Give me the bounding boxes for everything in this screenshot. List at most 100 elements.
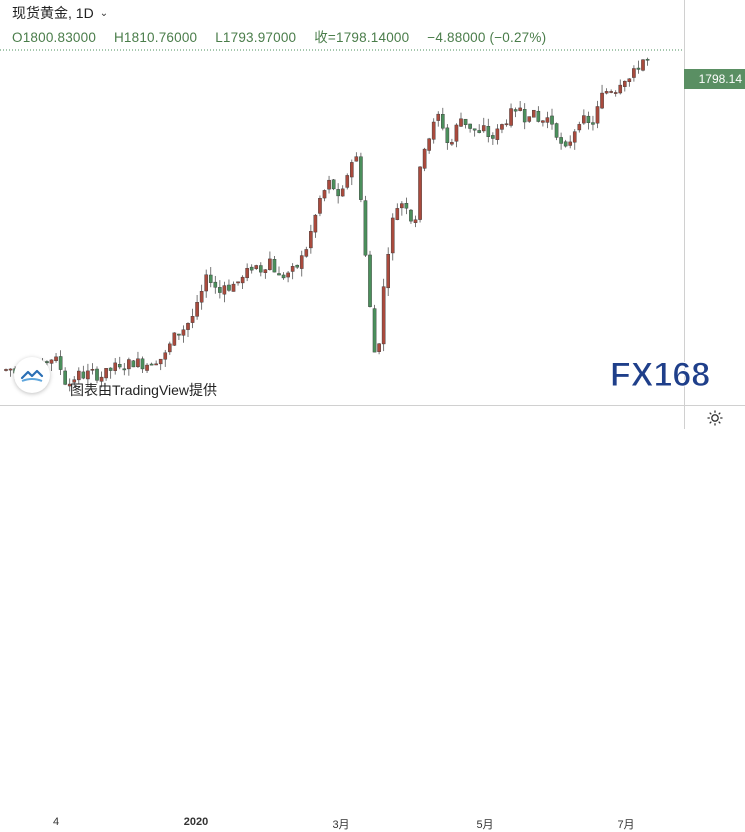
- candle-body: [309, 231, 313, 249]
- candle: [195, 294, 199, 320]
- candle-body: [186, 323, 190, 330]
- candle: [208, 267, 213, 288]
- candle-body: [299, 255, 304, 269]
- candle: [122, 362, 127, 376]
- high-value: H1810.76000: [113, 30, 198, 45]
- chevron-down-icon[interactable]: ⌄: [99, 7, 109, 19]
- candlestick-plot[interactable]: [0, 0, 684, 405]
- candle: [495, 124, 500, 145]
- candle: [500, 123, 504, 134]
- candle: [345, 173, 350, 190]
- candle-body: [218, 287, 222, 293]
- price-axis[interactable]: [684, 0, 745, 405]
- candle: [568, 135, 572, 149]
- candle: [463, 118, 468, 129]
- candle-body: [199, 291, 204, 303]
- candle-body: [554, 123, 559, 138]
- low-value: L1793.97000: [215, 30, 297, 45]
- candle: [290, 263, 295, 280]
- candle-body: [591, 122, 595, 125]
- candle-body: [336, 189, 340, 197]
- candle: [509, 103, 513, 128]
- candle-body: [8, 368, 13, 371]
- candle-body: [236, 281, 240, 284]
- candle-body: [422, 148, 427, 169]
- candle: [377, 342, 381, 355]
- fx168-logo: FX168: [610, 356, 711, 392]
- candle-body: [231, 283, 236, 292]
- candle-body: [149, 363, 154, 366]
- candle-body: [468, 123, 472, 129]
- candle-body: [249, 266, 254, 271]
- candle-body: [381, 286, 386, 345]
- candle: [527, 116, 532, 123]
- candle: [563, 139, 568, 148]
- change-value: −4.88000 (−0.27%): [427, 30, 547, 45]
- candle: [577, 121, 582, 133]
- tradingview-logo-button[interactable]: [14, 357, 50, 393]
- candle: [395, 203, 400, 221]
- settings-corner[interactable]: [684, 405, 745, 429]
- gear-icon[interactable]: [706, 409, 724, 427]
- candle: [518, 101, 522, 112]
- candle-body: [513, 109, 518, 112]
- candle: [422, 147, 427, 172]
- candle-body: [604, 91, 609, 94]
- candle: [277, 266, 281, 276]
- candle: [431, 118, 436, 144]
- candle: [477, 124, 482, 134]
- candle-body: [527, 116, 532, 122]
- svg-text:FX168: FX168: [610, 356, 710, 391]
- candle-body: [495, 128, 500, 140]
- candle: [108, 367, 113, 379]
- candle: [313, 214, 318, 238]
- close-value: 收=1798.14000: [314, 30, 410, 45]
- candle-body: [431, 121, 436, 140]
- symbol-title-text: 现货黄金, 1D: [12, 5, 94, 21]
- candle: [336, 183, 340, 204]
- candle: [158, 358, 163, 371]
- candle: [49, 359, 54, 371]
- candle-body: [222, 285, 227, 295]
- candle: [623, 80, 627, 92]
- candle: [167, 341, 172, 355]
- candle-body: [272, 259, 277, 273]
- candle-body: [136, 358, 140, 368]
- candle: [613, 90, 618, 97]
- candle-body: [63, 370, 67, 385]
- candle: [76, 367, 81, 384]
- candle-body: [113, 362, 117, 371]
- candle: [186, 322, 190, 338]
- candle: [117, 356, 122, 370]
- candle: [99, 371, 104, 388]
- chart-area[interactable]: [0, 0, 684, 405]
- candle-body: [177, 333, 181, 336]
- candle: [559, 132, 563, 150]
- candle: [459, 112, 463, 127]
- candle-body: [127, 359, 131, 370]
- candle: [491, 132, 495, 145]
- candle: [368, 250, 372, 308]
- candle: [513, 107, 518, 118]
- candle: [427, 137, 431, 154]
- time-axis[interactable]: 4 2020 3月 5月 7月: [0, 405, 684, 831]
- symbol-title[interactable]: 现货黄金, 1D ⌄: [12, 3, 108, 23]
- candle-body: [522, 109, 527, 123]
- candle-body: [268, 258, 272, 270]
- time-tick: 3月: [332, 819, 350, 831]
- candle-body: [441, 114, 445, 129]
- candle-body: [281, 274, 286, 279]
- candle-body: [67, 383, 72, 387]
- candle: [636, 60, 641, 74]
- candle: [63, 367, 67, 386]
- candle: [541, 119, 545, 127]
- candle-body: [122, 368, 127, 371]
- candle: [268, 251, 272, 271]
- candle: [486, 118, 491, 143]
- candle: [618, 79, 623, 95]
- candle: [113, 358, 117, 375]
- tradingview-credit: 图表由TradingView提供: [70, 382, 218, 398]
- candle-body: [263, 269, 268, 273]
- candle-body: [400, 203, 404, 209]
- candle-body: [518, 107, 522, 111]
